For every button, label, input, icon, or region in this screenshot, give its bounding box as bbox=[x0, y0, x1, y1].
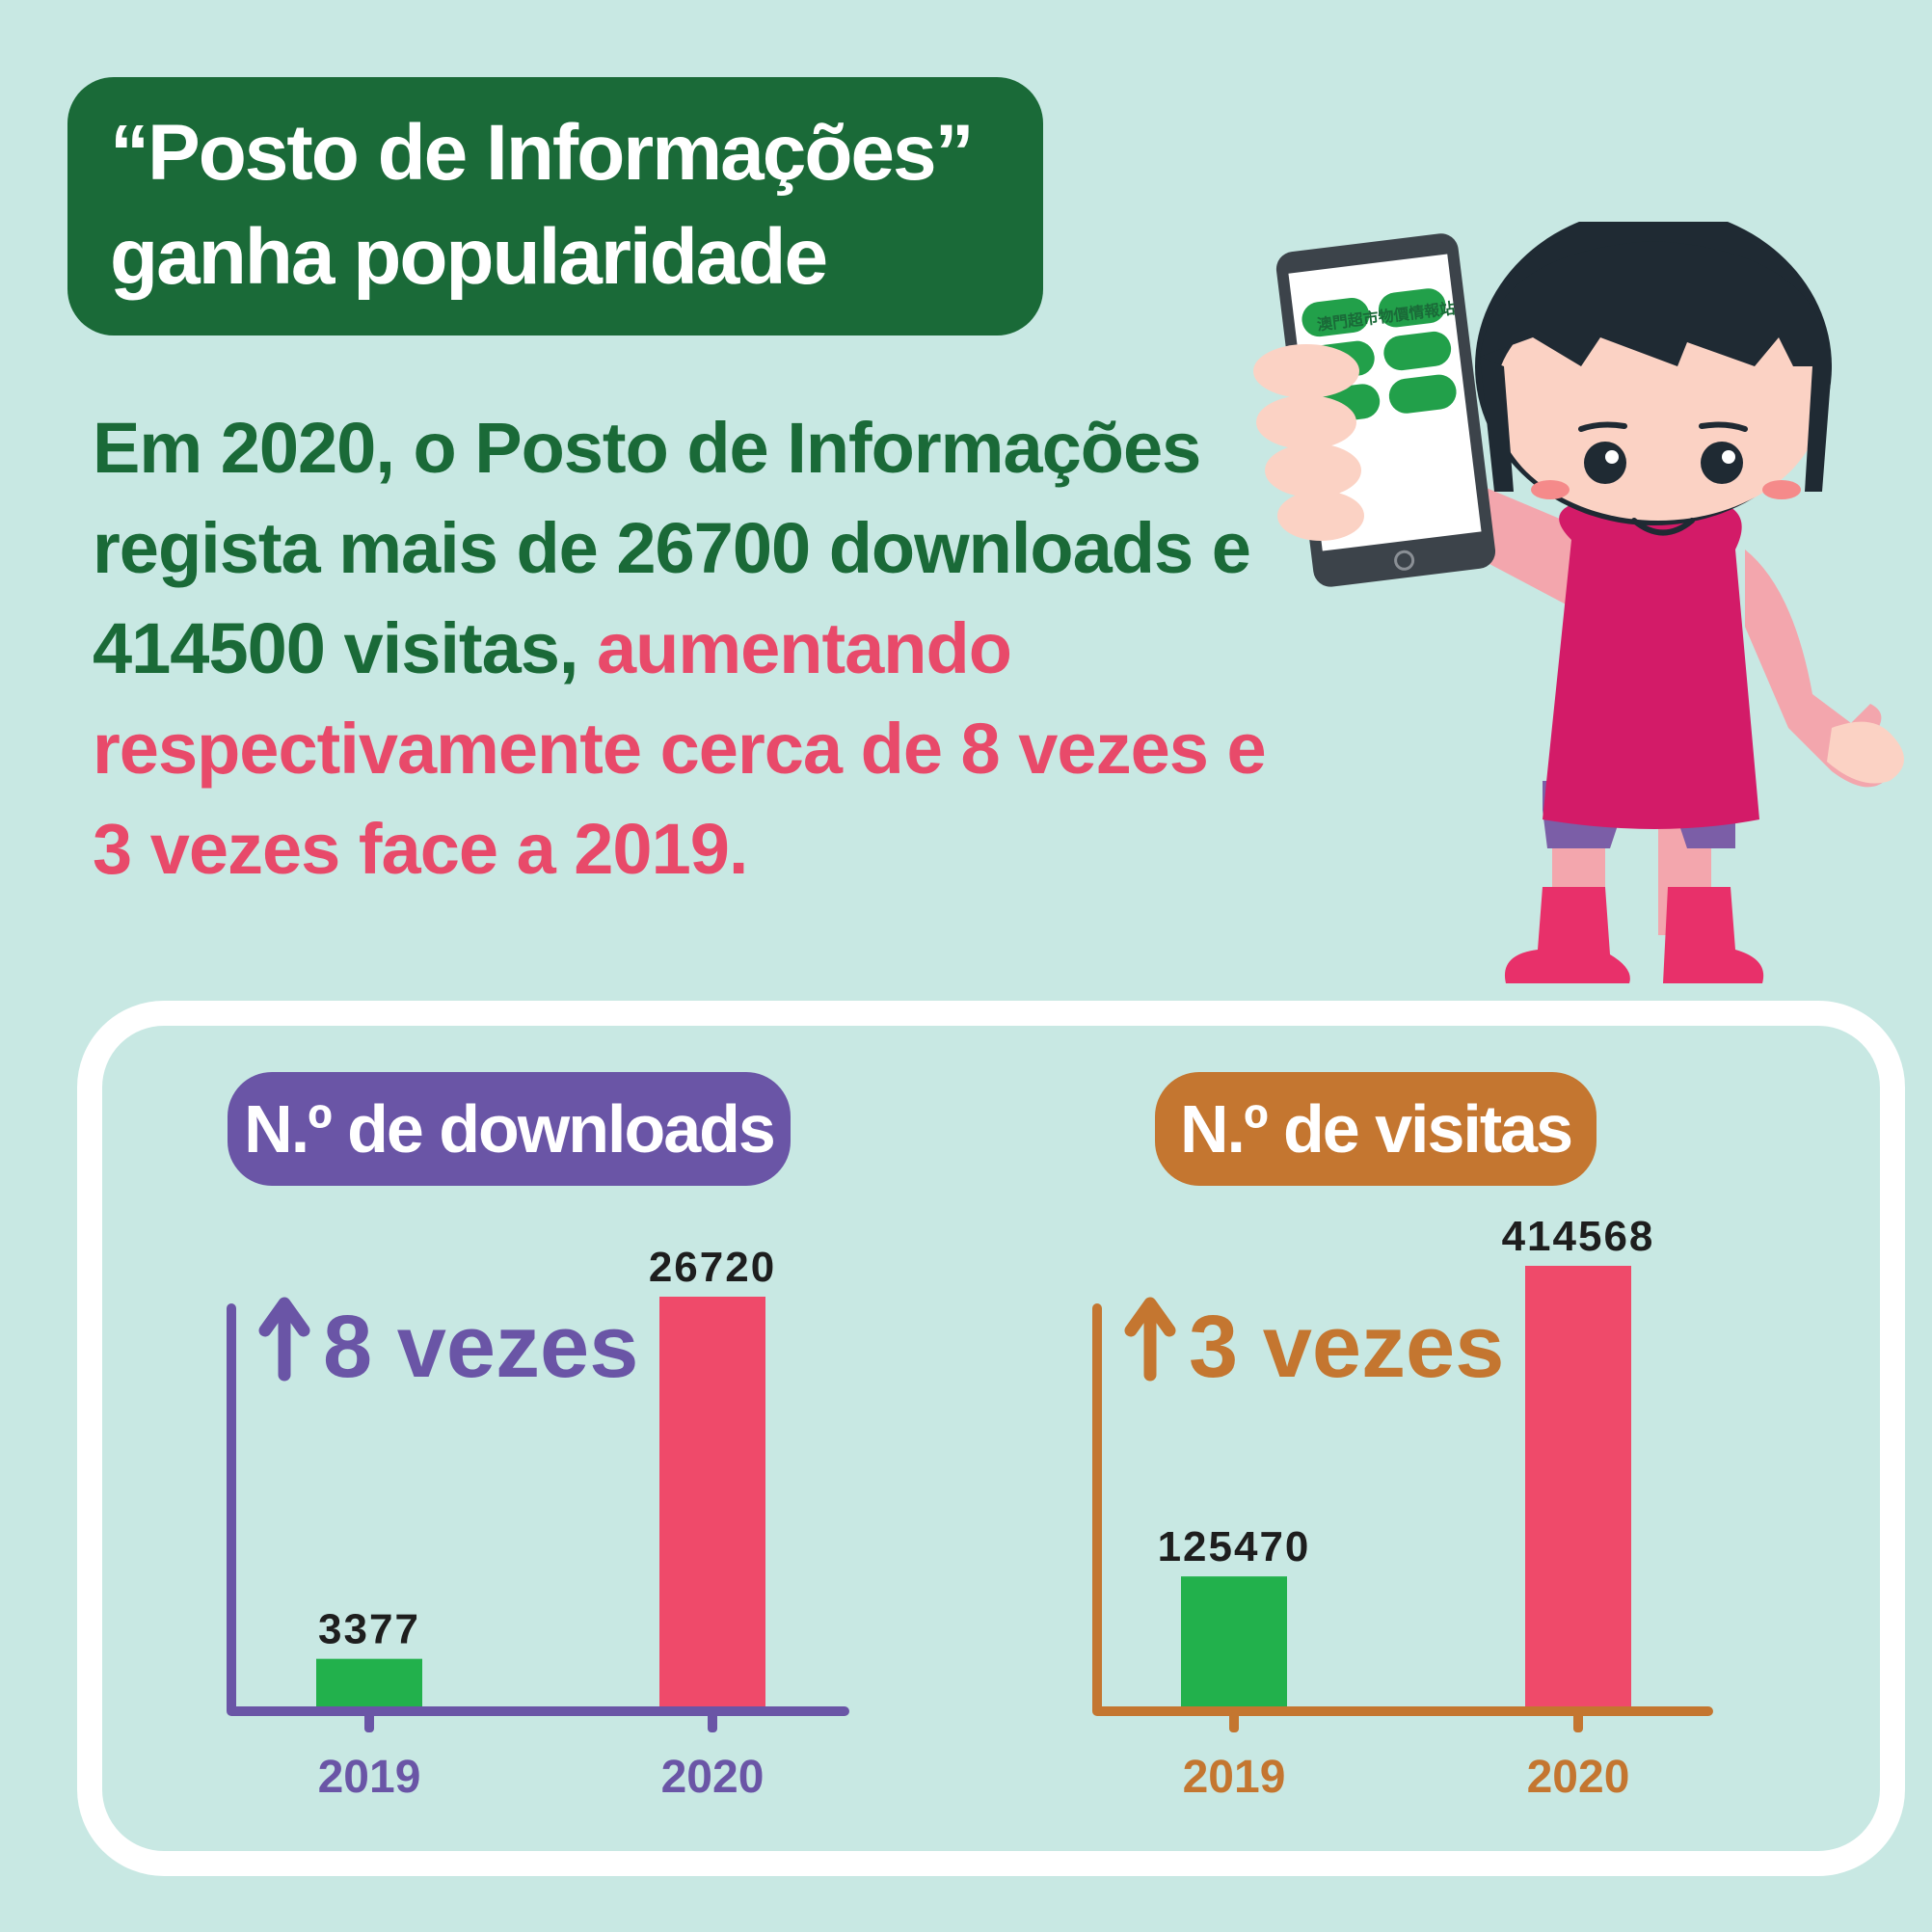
title-line-1: “Posto de Informações” bbox=[110, 109, 975, 197]
visits-chart-title: N.º de visitas bbox=[1155, 1072, 1597, 1186]
downloads-value-label-2020: 26720 bbox=[649, 1244, 776, 1291]
body-line-4: respectivamente cerca de 8 vezes e bbox=[93, 709, 1267, 789]
title-line-2: ganha popularidade bbox=[110, 213, 828, 301]
downloads-up-arrow-icon bbox=[258, 1297, 310, 1382]
visits-value-label-2020: 414568 bbox=[1502, 1213, 1655, 1260]
visits-tick-label-2020: 2020 bbox=[1527, 1752, 1630, 1803]
body-line-1: Em 2020, o Posto de Informações bbox=[93, 408, 1201, 488]
body-line-2: regista mais de 26700 downloads e bbox=[93, 508, 1251, 588]
downloads-growth-annotation: 8 vezes bbox=[323, 1298, 638, 1396]
downloads-bar-2020 bbox=[659, 1297, 765, 1711]
visits-up-arrow-icon bbox=[1124, 1297, 1176, 1382]
visits-bar-2020 bbox=[1525, 1266, 1631, 1711]
visits-bar-2019 bbox=[1181, 1576, 1287, 1711]
body-line-3-green: 414500 visitas, bbox=[93, 608, 597, 688]
downloads-axes bbox=[227, 1303, 849, 1716]
body-line-3-pink: aumentando bbox=[597, 608, 1012, 688]
body-line-5: 3 vezes face a 2019. bbox=[93, 809, 748, 889]
downloads-tick-2020 bbox=[708, 1711, 717, 1732]
downloads-chart-title: N.º de downloads bbox=[228, 1072, 791, 1186]
title-banner: “Posto de Informações” ganha popularidad… bbox=[67, 77, 1043, 335]
downloads-bar-2019 bbox=[316, 1658, 422, 1711]
visits-growth-annotation: 3 vezes bbox=[1189, 1298, 1504, 1396]
visits-value-label-2019: 125470 bbox=[1158, 1523, 1311, 1570]
downloads-tick-label-2020: 2020 bbox=[661, 1752, 765, 1803]
downloads-tick-2019 bbox=[364, 1711, 374, 1732]
downloads-value-label-2019: 3377 bbox=[318, 1606, 420, 1653]
girl-with-phone-illustration: 澳門超市物價情報站 bbox=[1253, 222, 1904, 983]
downloads-tick-label-2019: 2019 bbox=[318, 1752, 421, 1803]
visits-tick-2019 bbox=[1229, 1711, 1239, 1732]
visits-tick-2020 bbox=[1573, 1711, 1583, 1732]
visits-tick-label-2019: 2019 bbox=[1183, 1752, 1286, 1803]
visits-axes bbox=[1092, 1303, 1713, 1716]
body-line-3: 414500 visitas, aumentando bbox=[93, 613, 1012, 684]
